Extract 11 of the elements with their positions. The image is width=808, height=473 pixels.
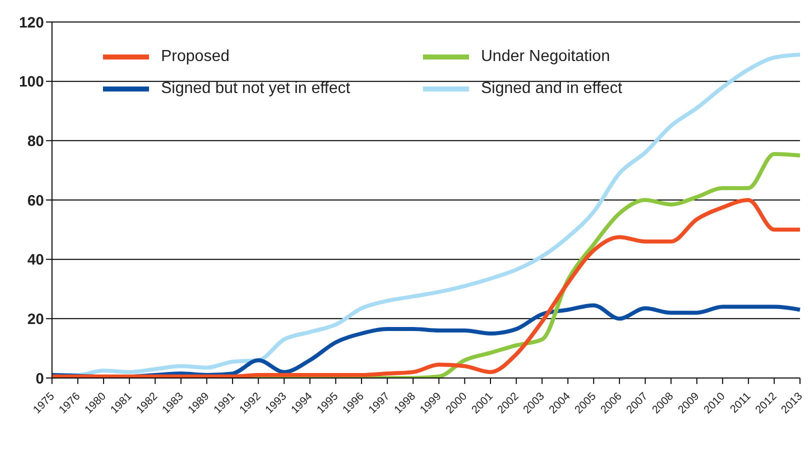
y-tick-label: 80 [27,132,44,150]
y-tick-label: 0 [36,370,44,388]
legend-label: Signed but not yet in effect [161,80,350,98]
y-tick-label: 100 [18,74,44,91]
y-tick-label: 20 [27,310,44,328]
legend-label: Under Negoitation [481,48,610,66]
y-tick-label: 40 [27,252,44,269]
y-tick-label: 120 [18,14,44,32]
y-tick-label: 60 [27,192,44,210]
legend-label: Signed and in effect [481,80,622,98]
legend-label: Proposed [161,48,230,66]
